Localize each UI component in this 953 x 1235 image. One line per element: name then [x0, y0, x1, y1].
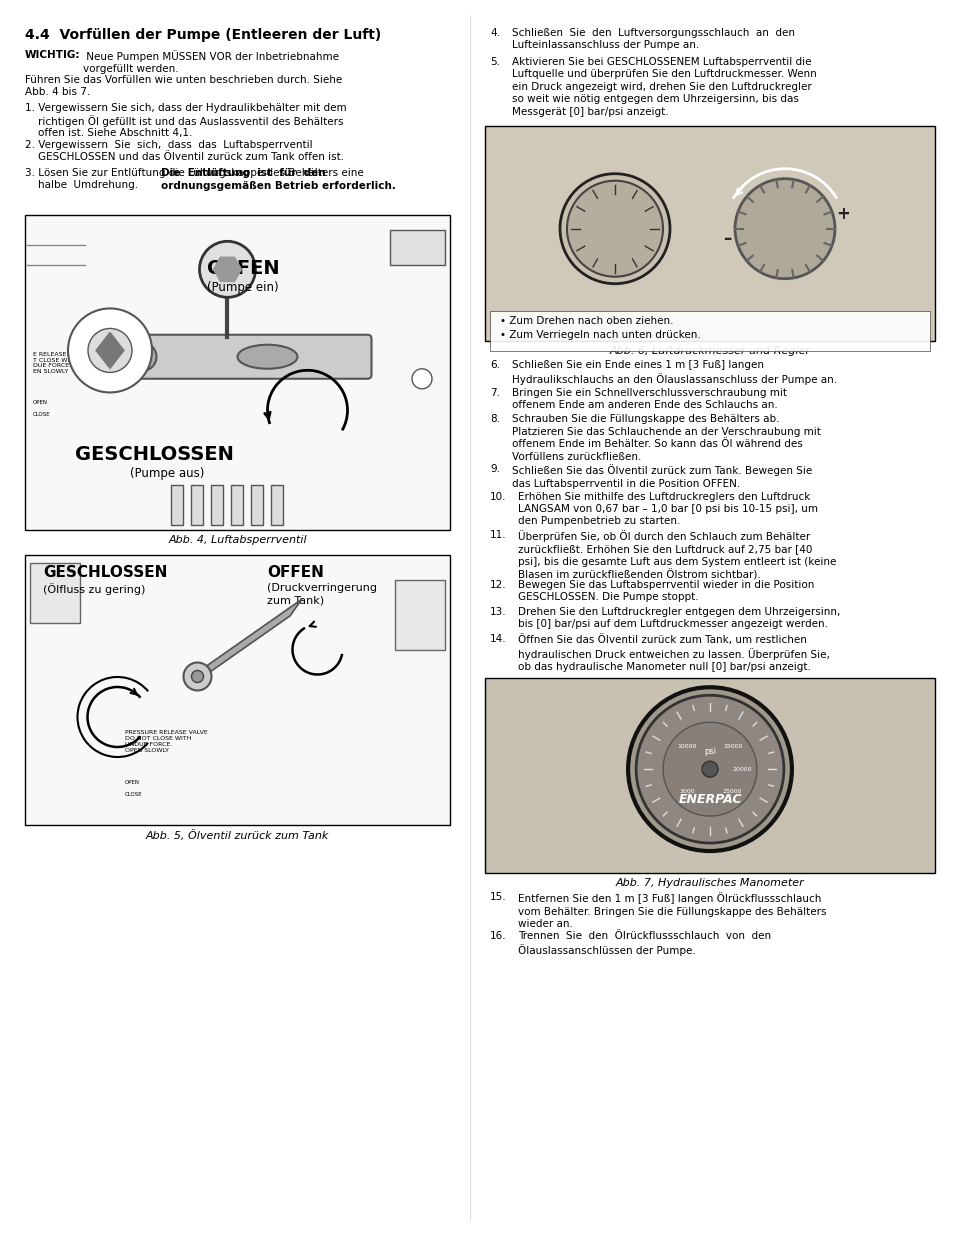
Bar [272, 485, 283, 525]
Bar [232, 485, 243, 525]
Bar [25, 555, 450, 825]
Polygon shape [192, 599, 301, 684]
Circle shape [662, 722, 756, 816]
Text: 10000: 10000 [677, 745, 697, 750]
Text: (Pumpe ein): (Pumpe ein) [208, 282, 279, 294]
Circle shape [68, 309, 152, 393]
Text: Trennen  Sie  den  Ölrückflussschlauch  von  den
Ölauslassanschlüssen der Pumpe.: Trennen Sie den Ölrückflussschlauch von … [517, 931, 770, 956]
Bar [25, 215, 450, 530]
Text: GESCHLOSSEN: GESCHLOSSEN [43, 564, 167, 580]
Text: 12.: 12. [490, 580, 506, 590]
Circle shape [199, 241, 255, 298]
Bar [484, 126, 934, 341]
Text: Schließen  Sie  den  Luftversorgungsschlauch  an  den
Lufteinlassanschluss der P: Schließen Sie den Luftversorgungsschlauc… [512, 28, 794, 51]
Circle shape [627, 687, 791, 851]
Text: OFFEN: OFFEN [208, 259, 280, 278]
Text: 1. Vergewissern Sie sich, dass der Hydraulikbehälter mit dem
    richtigen Öl ge: 1. Vergewissern Sie sich, dass der Hydra… [25, 103, 346, 138]
Text: Abb. 6, Luftdruckmesser und Regler: Abb. 6, Luftdruckmesser und Regler [609, 346, 810, 356]
Text: WICHTIG:: WICHTIG: [25, 49, 80, 61]
Circle shape [636, 695, 783, 844]
Text: Erhöhen Sie mithilfe des Luftdruckreglers den Luftdruck
LANGSAM von 0,67 bar – 1: Erhöhen Sie mithilfe des Luftdruckregler… [517, 492, 817, 526]
Text: psi: psi [703, 747, 716, 756]
Text: Entfernen Sie den 1 m [3 Fuß] langen Ölrückflussschlauch
vom Behälter. Bringen S: Entfernen Sie den 1 m [3 Fuß] langen Ölr… [517, 893, 825, 929]
Text: Abb. 4, Luftabsperrventil: Abb. 4, Luftabsperrventil [168, 535, 307, 545]
Text: (Druckverringerung
zum Tank): (Druckverringerung zum Tank) [267, 583, 377, 605]
Text: Drehen Sie den Luftdruckregler entgegen dem Uhrzeigersinn,
bis [0] bar/psi auf d: Drehen Sie den Luftdruckregler entgegen … [517, 606, 840, 630]
Text: CLOSE: CLOSE [33, 411, 51, 416]
Text: 10.: 10. [490, 492, 506, 501]
Text: E RELEASE VALVE
T CLOSE WITH
DUE FORCE.
EN SLOWLY: E RELEASE VALVE T CLOSE WITH DUE FORCE. … [33, 352, 88, 374]
Text: ENERPAC: ENERPAC [678, 793, 741, 805]
Text: 9.: 9. [490, 464, 499, 474]
Text: +: + [835, 205, 849, 222]
Circle shape [412, 369, 432, 389]
Text: 6.: 6. [490, 361, 499, 370]
Text: 4.4  Vorfüllen der Pumpe (Entleeren der Luft): 4.4 Vorfüllen der Pumpe (Entleeren der L… [25, 28, 381, 42]
Text: Schließen Sie das Ölventil zurück zum Tank. Bewegen Sie
das Luftabsperrventil in: Schließen Sie das Ölventil zurück zum Ta… [512, 464, 811, 489]
Text: Abb. 5, Ölventil zurück zum Tank: Abb. 5, Ölventil zurück zum Tank [146, 830, 329, 841]
Text: 4.: 4. [490, 28, 499, 38]
Polygon shape [213, 257, 241, 282]
Ellipse shape [237, 345, 297, 369]
Text: 11.: 11. [490, 530, 506, 540]
Circle shape [734, 179, 834, 279]
Text: Aktivieren Sie bei GESCHLOSSENEM Luftabsperrventil die
Luftquelle und überprüfen: Aktivieren Sie bei GESCHLOSSENEM Luftabs… [512, 57, 816, 116]
Text: –: – [722, 230, 730, 248]
Text: OFFEN: OFFEN [267, 564, 324, 580]
Bar [252, 485, 263, 525]
Text: 3. Lösen Sie zur Entlüftung die Füllungskappe des Behälters eine
    halbe  Umdr: 3. Lösen Sie zur Entlüftung die Füllungs… [25, 168, 363, 190]
Text: 7.: 7. [490, 388, 499, 398]
Bar [490, 310, 929, 351]
Text: 16.: 16. [490, 931, 506, 941]
Polygon shape [96, 332, 124, 368]
Circle shape [559, 174, 669, 284]
Text: Neue Pumpen MÜSSEN VOR der Inbetriebnahme
vorgefüllt werden.: Neue Pumpen MÜSSEN VOR der Inbetriebnahm… [83, 49, 338, 74]
Circle shape [192, 671, 203, 683]
Text: (Ölfluss zu gering): (Ölfluss zu gering) [43, 583, 145, 595]
Circle shape [566, 180, 662, 277]
Bar [390, 230, 444, 266]
FancyBboxPatch shape [103, 335, 371, 379]
Text: 2. Vergewissern  Sie  sich,  dass  das  Luftabsperrventil
    GESCHLOSSEN und da: 2. Vergewissern Sie sich, dass das Lufta… [25, 140, 344, 162]
Text: • Zum Verriegeln nach unten drücken.: • Zum Verriegeln nach unten drücken. [499, 331, 700, 341]
Text: Führen Sie das Vorfüllen wie unten beschrieben durch. Siehe
Abb. 4 bis 7.: Führen Sie das Vorfüllen wie unten besch… [25, 75, 342, 96]
Text: 8.: 8. [490, 415, 499, 425]
Text: 15000: 15000 [722, 745, 741, 750]
Text: 25000: 25000 [722, 789, 741, 794]
Circle shape [183, 662, 212, 690]
Bar [395, 579, 444, 650]
Text: 13.: 13. [490, 606, 506, 618]
Text: OPEN: OPEN [33, 400, 48, 405]
Text: Öffnen Sie das Ölventil zurück zum Tank, um restlichen
hydraulischen Druck entwe: Öffnen Sie das Ölventil zurück zum Tank,… [517, 634, 829, 672]
Text: 14.: 14. [490, 634, 506, 643]
Text: PRESSURE RELEASE VALVE
DO NOT CLOSE WITH
UNDUE FORCE.
OPEN SLOWLY: PRESSURE RELEASE VALVE DO NOT CLOSE WITH… [125, 730, 208, 753]
Text: Abb. 7, Hydraulisches Manometer: Abb. 7, Hydraulisches Manometer [615, 878, 803, 888]
Circle shape [129, 343, 156, 370]
Text: Überprüfen Sie, ob Öl durch den Schlauch zum Behälter
zurückfließt. Erhöhen Sie : Überprüfen Sie, ob Öl durch den Schlauch… [517, 530, 836, 580]
Bar [30, 562, 80, 622]
Circle shape [88, 329, 132, 373]
Text: GESCHLOSSEN: GESCHLOSSEN [75, 445, 233, 464]
Text: 5.: 5. [490, 57, 499, 67]
Text: Schrauben Sie die Füllungskappe des Behälters ab.
Platzieren Sie das Schlauchend: Schrauben Sie die Füllungskappe des Behä… [512, 415, 820, 462]
Text: Bringen Sie ein Schnellverschlussverschraubung mit
offenem Ende am anderen Ende : Bringen Sie ein Schnellverschlussverschr… [512, 388, 786, 410]
Text: Bewegen Sie das Luftabsperrventil wieder in die Position
GESCHLOSSEN. Die Pumpe : Bewegen Sie das Luftabsperrventil wieder… [517, 580, 814, 603]
Bar [172, 485, 183, 525]
Text: • Zum Drehen nach oben ziehen.: • Zum Drehen nach oben ziehen. [499, 315, 673, 326]
Text: 15.: 15. [490, 893, 506, 903]
Bar [484, 678, 934, 872]
Circle shape [701, 761, 718, 777]
Text: CLOSE: CLOSE [125, 793, 143, 798]
Text: Die  Entlüftung  ist  für  den
ordnungsgemäßen Betrieb erforderlich.: Die Entlüftung ist für den ordnungsgemäß… [161, 168, 395, 191]
Bar [212, 485, 223, 525]
Text: 3000: 3000 [679, 789, 695, 794]
Text: OPEN: OPEN [125, 781, 140, 785]
Bar [192, 485, 203, 525]
Text: Schließen Sie ein Ende eines 1 m [3 Fuß] langen
Hydraulikschlauchs an den Ölausl: Schließen Sie ein Ende eines 1 m [3 Fuß]… [512, 361, 836, 385]
Text: 20000: 20000 [731, 767, 751, 772]
Text: (Pumpe aus): (Pumpe aus) [130, 467, 204, 480]
